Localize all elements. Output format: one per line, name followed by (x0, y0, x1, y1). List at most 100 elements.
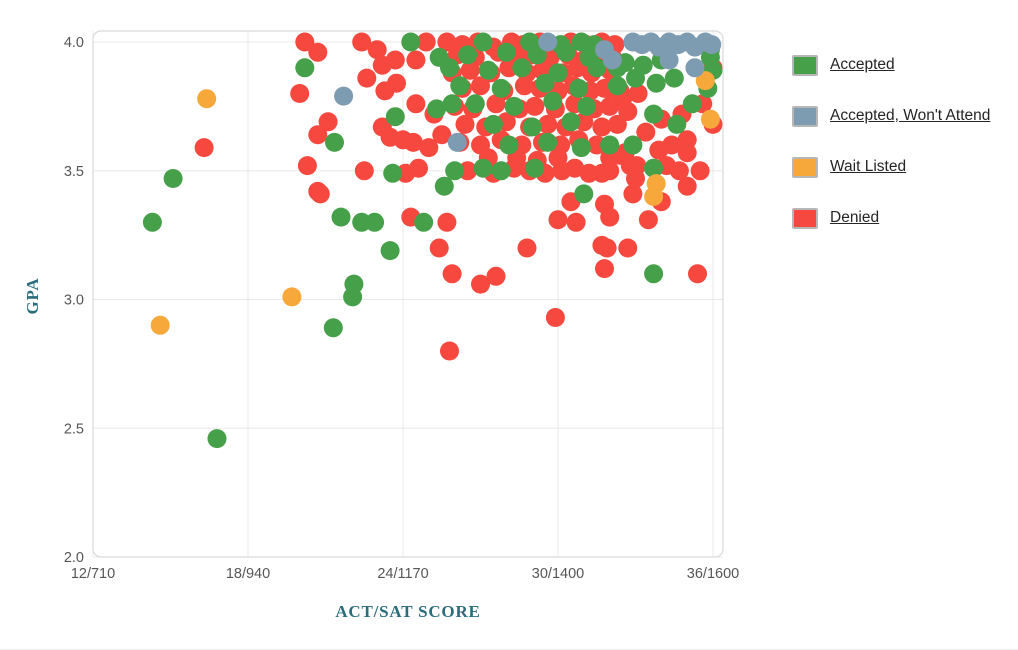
data-point[interactable] (437, 32, 457, 52)
data-point[interactable] (664, 68, 684, 88)
data-point[interactable] (483, 114, 503, 134)
data-point[interactable] (442, 94, 462, 114)
data-point[interactable] (318, 112, 338, 132)
data-point[interactable] (644, 104, 664, 124)
data-point[interactable] (504, 96, 524, 116)
data-point[interactable] (486, 94, 506, 114)
data-point[interactable] (677, 176, 697, 196)
data-point[interactable] (401, 32, 421, 52)
legend-item-accepted-wont-attend[interactable]: Accepted, Won't Attend (792, 105, 990, 127)
data-point[interactable] (566, 212, 586, 232)
legend-item-denied[interactable]: Denied (792, 207, 990, 229)
data-point[interactable] (380, 241, 400, 261)
data-point[interactable] (620, 156, 640, 176)
data-point[interactable] (403, 132, 423, 152)
data-point[interactable] (450, 76, 470, 96)
data-point[interactable] (520, 32, 540, 52)
data-point[interactable] (561, 112, 581, 132)
data-point[interactable] (445, 161, 465, 181)
data-point[interactable] (702, 35, 722, 55)
data-point[interactable] (383, 163, 403, 183)
data-point[interactable] (365, 212, 385, 232)
data-point[interactable] (447, 132, 467, 152)
data-point[interactable] (297, 156, 317, 176)
data-point[interactable] (440, 341, 459, 361)
data-point[interactable] (623, 135, 643, 155)
data-point[interactable] (548, 148, 568, 168)
data-point[interactable] (592, 163, 612, 183)
data-point[interactable] (682, 94, 702, 114)
data-point[interactable] (471, 274, 490, 294)
data-point[interactable] (695, 71, 715, 91)
data-point[interactable] (455, 114, 475, 134)
data-point[interactable] (569, 78, 589, 98)
data-point[interactable] (618, 238, 638, 258)
data-point[interactable] (571, 138, 591, 158)
data-point[interactable] (416, 32, 436, 52)
data-point[interactable] (385, 107, 405, 127)
data-point[interactable] (308, 125, 328, 145)
data-point[interactable] (207, 429, 227, 449)
data-point[interactable] (543, 91, 563, 111)
data-point[interactable] (538, 114, 558, 134)
data-point[interactable] (194, 138, 214, 158)
data-point[interactable] (432, 125, 452, 145)
data-point[interactable] (325, 132, 344, 152)
data-point[interactable] (458, 45, 478, 65)
data-point[interactable] (406, 94, 426, 114)
data-point[interactable] (592, 117, 612, 137)
data-point[interactable] (290, 84, 310, 103)
data-point[interactable] (343, 287, 363, 307)
data-point[interactable] (496, 42, 516, 62)
data-point[interactable] (618, 102, 638, 121)
data-point[interactable] (491, 78, 511, 98)
data-point[interactable] (600, 135, 620, 155)
data-point[interactable] (429, 238, 449, 258)
data-point[interactable] (538, 32, 558, 52)
data-point[interactable] (357, 68, 377, 88)
data-point[interactable] (331, 207, 351, 227)
data-point[interactable] (486, 266, 506, 286)
data-point[interactable] (427, 99, 447, 119)
data-point[interactable] (354, 161, 374, 181)
data-point[interactable] (437, 212, 457, 232)
data-point[interactable] (607, 114, 627, 134)
data-point[interactable] (308, 42, 328, 62)
data-point[interactable] (295, 32, 315, 52)
data-point[interactable] (595, 259, 614, 279)
data-point[interactable] (602, 50, 622, 70)
data-point[interactable] (419, 138, 439, 158)
data-point[interactable] (465, 94, 485, 114)
data-point[interactable] (700, 109, 720, 129)
data-point[interactable] (499, 135, 519, 155)
legend-item-accepted[interactable]: Accepted (792, 54, 990, 76)
data-point[interactable] (525, 158, 545, 178)
data-point[interactable] (460, 60, 480, 80)
legend-item-wait-listed[interactable]: Wait Listed (792, 156, 990, 178)
data-point[interactable] (638, 210, 658, 230)
data-point[interactable] (677, 143, 697, 163)
data-point[interactable] (385, 50, 405, 70)
data-point[interactable] (387, 73, 406, 93)
data-point[interactable] (623, 184, 643, 204)
data-point[interactable] (548, 210, 568, 230)
scatter-plot-canvas[interactable]: 12/710 18/940 24/1170 30/1400 36/1600 4.0 3.5 3… (0, 0, 780, 650)
data-point[interactable] (662, 135, 682, 155)
data-point[interactable] (514, 76, 534, 96)
data-point[interactable] (628, 84, 648, 103)
data-point[interactable] (538, 132, 558, 152)
data-point[interactable] (491, 161, 511, 181)
data-point[interactable] (409, 158, 428, 178)
data-point[interactable] (473, 32, 493, 52)
data-point[interactable] (597, 238, 617, 258)
data-point[interactable] (282, 287, 302, 307)
data-point[interactable] (414, 212, 434, 232)
data-point[interactable] (323, 318, 343, 338)
data-point[interactable] (440, 58, 459, 78)
data-point[interactable] (535, 73, 555, 93)
data-point[interactable] (646, 73, 666, 93)
data-point[interactable] (295, 58, 315, 78)
data-point[interactable] (690, 161, 710, 181)
data-point[interactable] (406, 50, 426, 70)
data-point[interactable] (163, 169, 183, 188)
